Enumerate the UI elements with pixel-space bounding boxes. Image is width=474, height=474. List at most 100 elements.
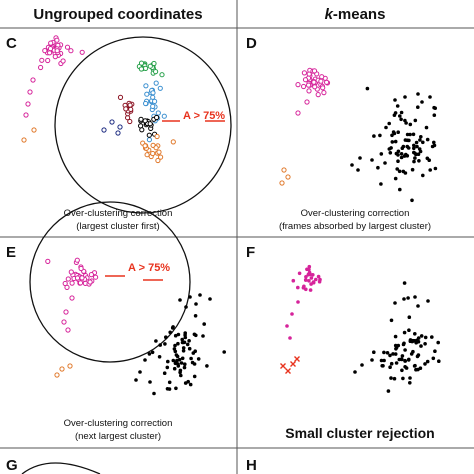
point-black [205,364,209,368]
point-black [408,122,413,127]
point-magenta [307,279,311,283]
point-black [182,365,187,370]
annotation-text-c: A > 75% [183,110,225,122]
point-black [388,365,392,370]
point-black [388,151,393,155]
point-magenta [295,82,301,88]
point-black [388,353,392,358]
point-black [180,356,185,361]
caption-c-line1: Over-clustering correction [64,208,173,219]
point-orange [156,149,162,155]
point-black [419,344,423,348]
point-blue [150,90,156,96]
point-black [408,381,412,385]
point-magenta [47,46,54,52]
point-black [138,116,144,122]
point-magenta [311,79,317,85]
point-black [174,353,179,357]
point-black [162,371,167,376]
point-magenta [78,265,84,272]
point-black [399,110,404,115]
point-orange [142,143,148,149]
point-black [365,86,370,91]
point-black [419,135,423,139]
point-black [403,365,407,369]
point-black [173,361,178,366]
point-black [391,352,395,356]
point-green [138,60,145,66]
point-black [158,343,162,347]
point-black [358,156,362,160]
point-black [415,354,420,359]
point-black [421,173,425,178]
point-black [416,92,420,96]
point-black [393,98,397,102]
point-black [176,341,180,346]
point-blue [161,113,167,119]
point-magenta [311,280,316,285]
point-black [413,118,418,123]
point-magenta [45,258,51,264]
point-magenta [297,271,302,276]
point-magenta [304,275,308,279]
point-black [166,359,170,364]
point-black [401,376,405,381]
point-black [188,382,193,387]
point-magenta [45,57,51,64]
point-black [393,111,398,115]
point-black [405,154,410,158]
point-orange [144,152,150,158]
point-black [393,139,398,144]
point-black [412,159,416,164]
point-magenta [295,110,301,116]
point-magenta [307,264,312,269]
point-black [397,357,402,362]
point-magenta [306,82,312,88]
caption-e-line2: (next largest cluster) [75,431,161,442]
point-black [376,165,380,170]
point-black [428,95,432,99]
point-magenta [68,48,74,54]
point-blue [153,80,159,86]
point-black [196,357,201,361]
point-magenta [296,285,300,290]
point-navy [109,119,115,125]
point-blue [146,137,152,143]
point-black [415,144,419,149]
point-magenta [302,284,306,289]
point-black [191,351,196,355]
point-green [153,69,159,75]
point-black [399,155,404,160]
point-magenta [312,84,318,90]
point-black [432,143,437,148]
point-black [134,378,138,382]
point-magenta [65,276,71,282]
point-magenta [314,277,318,282]
point-black [425,359,430,364]
scatter-points-f [280,264,441,393]
point-darkred [117,94,124,101]
point-black [167,380,172,385]
point-black [382,350,386,355]
point-black [389,361,394,366]
point-blue [157,85,163,91]
point-magenta [311,273,315,277]
point-green [159,72,165,78]
caption-e-line1: Over-clustering correction [64,418,173,429]
point-black [413,332,417,336]
point-black [394,361,399,365]
point-black [380,364,385,368]
point-black [432,113,437,117]
point-blue [150,94,156,100]
point-black [416,367,420,372]
point-black [431,356,436,361]
panel-label-e: E [6,244,16,261]
point-black [413,295,417,299]
point-black [180,337,184,342]
panel-h: H [246,457,257,474]
point-black [413,363,417,368]
point-green [143,65,149,72]
caption-d-line1: Over-clustering correction [301,208,410,219]
point-black [407,357,411,362]
